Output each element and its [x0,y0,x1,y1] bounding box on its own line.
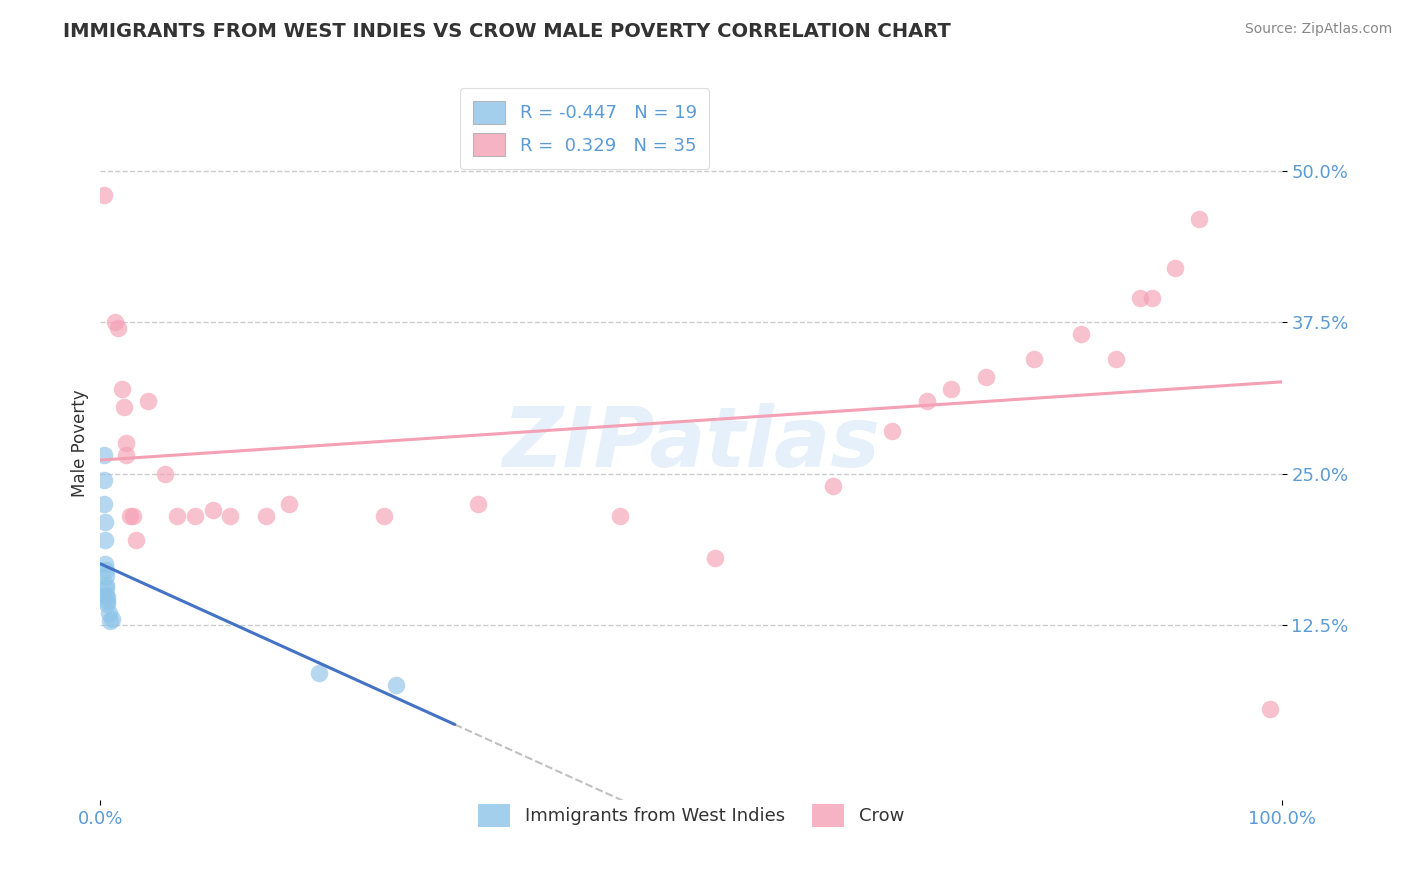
Point [278,497,301,511]
Point [96,597,118,611]
Y-axis label: Male Poverty: Male Poverty [72,390,89,497]
Point [103,315,125,329]
Point [122,508,145,523]
Point [939,382,962,396]
Point [821,478,844,492]
Point [93,449,115,463]
Point [467,497,489,511]
Text: IMMIGRANTS FROM WEST INDIES VS CROW MALE POVERTY CORRELATION CHART: IMMIGRANTS FROM WEST INDIES VS CROW MALE… [63,22,950,41]
Point [609,508,631,523]
Point [118,508,141,523]
Point [94,533,117,547]
Point [93,188,115,202]
Point [107,321,129,335]
Point [1105,351,1128,366]
Legend: Immigrants from West Indies, Crow: Immigrants from West Indies, Crow [471,797,911,834]
Text: ZIPatlas: ZIPatlas [502,403,880,483]
Text: Source: ZipAtlas.com: Source: ZipAtlas.com [1244,22,1392,37]
Point [1140,291,1163,305]
Point [101,612,124,626]
Point [96,569,118,583]
Point [125,533,148,547]
Point [1070,327,1092,342]
Point [219,508,242,523]
Point [93,497,115,511]
Point [96,588,118,602]
Point [917,393,939,408]
Point [94,558,117,572]
Point [96,563,118,577]
Point [115,449,138,463]
Point [254,508,277,523]
Point [96,582,118,596]
Point [96,590,118,604]
Point [110,382,132,396]
Point [1188,212,1211,227]
Point [384,678,406,692]
Point [136,393,159,408]
Point [201,503,224,517]
Point [1022,351,1045,366]
Point [155,467,177,481]
Point [703,551,725,566]
Point [166,508,188,523]
Point [373,508,395,523]
Point [308,666,330,681]
Point [184,508,207,523]
Point [96,593,118,607]
Point [98,614,121,628]
Point [880,424,903,438]
Point [1258,702,1281,716]
Point [97,606,120,620]
Point [1164,260,1187,275]
Point [96,578,118,592]
Point [976,369,998,384]
Point [115,436,138,450]
Point [93,473,115,487]
Point [1129,291,1152,305]
Point [94,515,117,529]
Point [112,400,135,414]
